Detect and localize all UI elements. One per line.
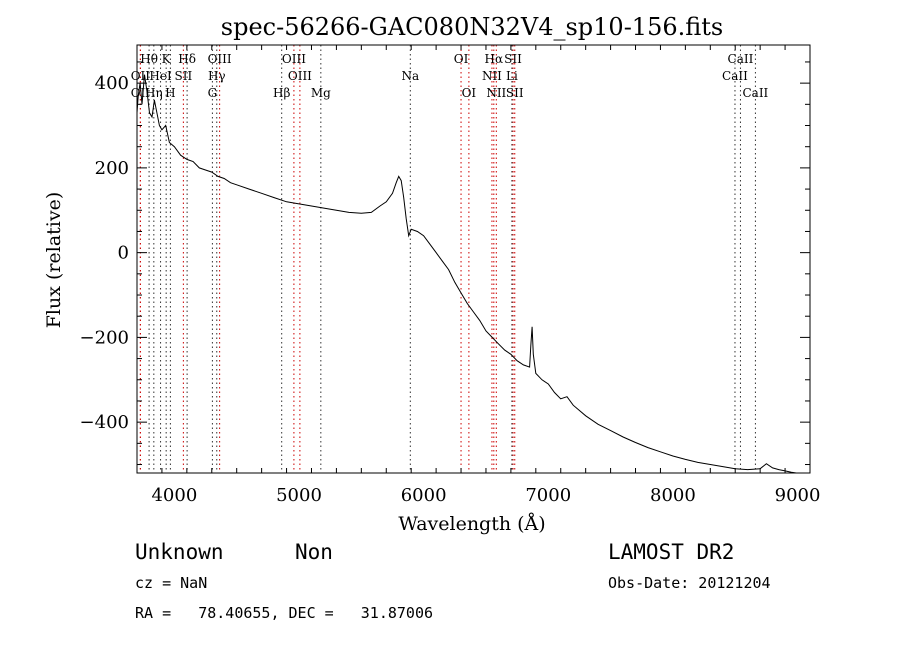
y-tick-label: 0 xyxy=(118,243,129,264)
y-tick-label: 400 xyxy=(95,73,129,94)
spectral-line-label: Hγ xyxy=(208,69,226,83)
spectral-line-label: K xyxy=(162,52,172,66)
x-tick-label: 6000 xyxy=(401,485,447,506)
spectral-line-label: H xyxy=(165,86,175,100)
spectral-line-label: Li xyxy=(506,69,518,83)
spectral-line-label: CaII xyxy=(722,69,748,83)
plot-frame xyxy=(136,44,811,474)
spectral-line-label: OI xyxy=(454,52,469,66)
spectral-line-label: OIII xyxy=(208,52,232,66)
y-tick-label: −200 xyxy=(80,327,129,348)
y-tick-label: 200 xyxy=(95,158,129,179)
spectral-line-label: Hη xyxy=(145,86,163,100)
spectral-line-label: SII xyxy=(504,52,522,66)
coordinates: RA = 78.40655, DEC = 31.87006 xyxy=(135,604,434,622)
spectral-line-label: NII xyxy=(486,86,506,100)
spectrum-series-line xyxy=(136,74,797,474)
survey-name: LAMOST DR2 xyxy=(608,540,735,564)
redshift-value: cz = NaN xyxy=(135,574,208,592)
spectral-line-label: CaII xyxy=(742,86,768,100)
spectral-line-label: Hδ xyxy=(178,52,196,66)
spectral-line-label: Hβ xyxy=(273,86,290,100)
spectral-line-label: G xyxy=(208,86,218,100)
y-axis-label: Flux (relative) xyxy=(43,192,65,329)
spectral-line-label: Hα xyxy=(485,52,504,66)
spectral-line-label: SII xyxy=(506,86,524,100)
x-tick-label: 8000 xyxy=(650,485,696,506)
axis-ticks-group xyxy=(136,45,811,473)
spectral-line-label: Hθ xyxy=(140,52,158,66)
spectral-line-label: OIII xyxy=(288,69,312,83)
spectral-line-label: OI xyxy=(462,86,477,100)
object-subclass: Non xyxy=(295,540,333,564)
x-tick-label: 7000 xyxy=(525,485,571,506)
obs-date: Obs-Date: 20121204 xyxy=(608,574,771,592)
spectral-line-label: Na xyxy=(401,69,419,83)
spectral-line-label: HeI xyxy=(149,69,172,83)
x-tick-label: 5000 xyxy=(276,485,322,506)
spectral-line-label: SII xyxy=(175,69,193,83)
line-marker-group xyxy=(139,45,756,473)
chart-title: spec-56266-GAC080N32V4_sp10-156.fits xyxy=(221,13,723,41)
spectral-line-label: Mg xyxy=(311,86,331,100)
x-tick-label: 4000 xyxy=(151,485,197,506)
object-class: Unknown xyxy=(135,540,224,564)
x-axis-label: Wavelength (Å) xyxy=(398,513,545,535)
spectral-line-label: OIII xyxy=(282,52,306,66)
x-tick-label: 9000 xyxy=(775,485,821,506)
spectral-line-label: NII xyxy=(482,69,502,83)
spectral-line-label: OII xyxy=(131,69,151,83)
spectral-line-label: CaII xyxy=(728,52,754,66)
axis-tick-labels-group: 4000 5000 6000 7000 8000 9000 −400 −200 0 200 400 xyxy=(80,73,821,506)
y-tick-label: −400 xyxy=(80,412,129,433)
